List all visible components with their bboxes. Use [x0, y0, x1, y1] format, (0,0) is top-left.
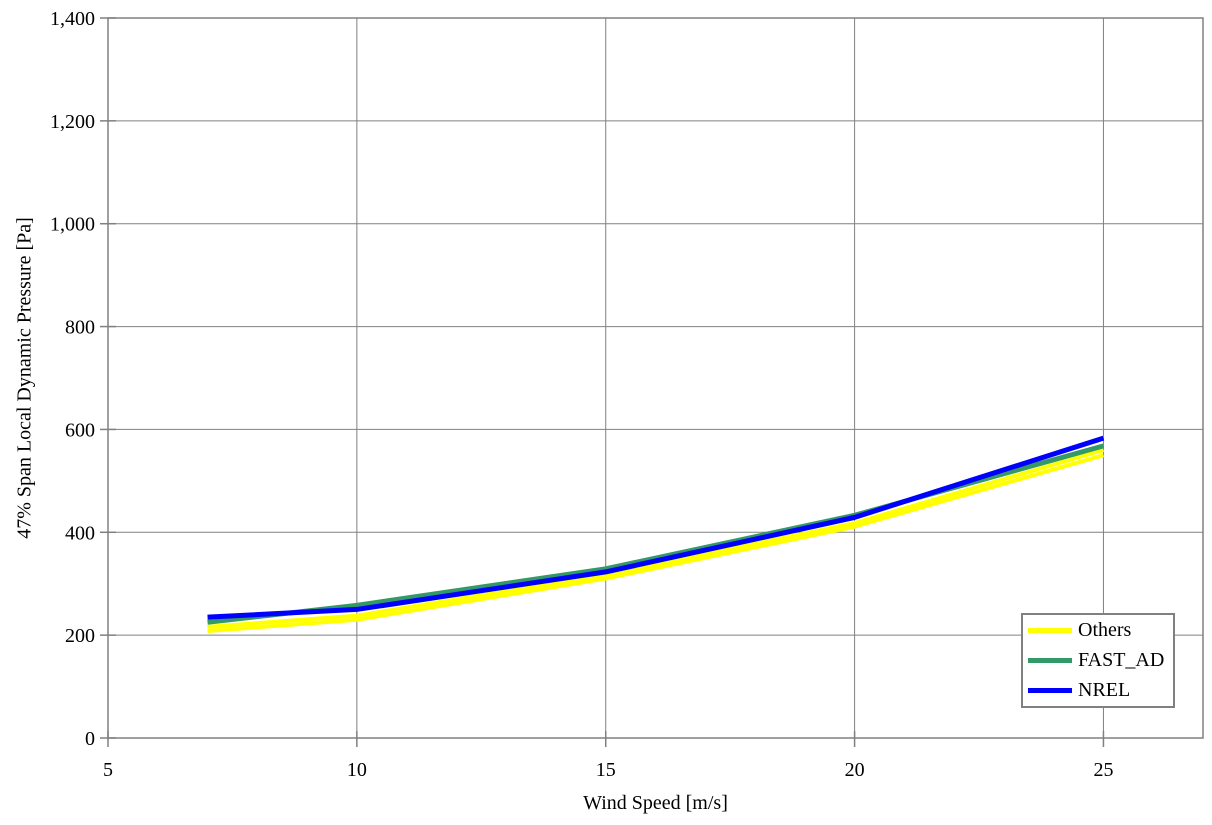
y-tick-label: 600 [65, 419, 95, 441]
y-tick-label: 1,000 [50, 214, 95, 236]
legend-item: NREL [1023, 676, 1173, 706]
legend-item: FAST_AD [1023, 646, 1173, 676]
y-tick-label: 400 [65, 522, 95, 544]
legend-label: Others [1078, 618, 1132, 641]
x-tick-label: 25 [1093, 759, 1113, 781]
x-tick-label: 15 [596, 759, 616, 781]
x-tick-label: 10 [347, 759, 367, 781]
x-axis-title: Wind Speed [m/s] [583, 792, 728, 814]
legend-swatch [1028, 627, 1072, 633]
legend-swatch [1028, 658, 1072, 663]
series-fast_ad [207, 443, 1105, 625]
y-tick-label: 1,400 [50, 8, 95, 30]
series-others [207, 448, 1105, 629]
y-tick-label: 0 [85, 728, 95, 750]
legend: Others FAST_AD NREL [1021, 613, 1175, 708]
y-axis-title: 47% Span Local Dynamic Pressure [Pa] [13, 217, 36, 539]
y-tick-label: 200 [65, 625, 95, 647]
legend-label: FAST_AD [1078, 649, 1165, 671]
legend-swatch [1028, 688, 1072, 694]
series-nrel [207, 435, 1105, 620]
x-tick-label: 20 [845, 759, 865, 781]
legend-item: Others [1023, 615, 1173, 645]
y-tick-label: 1,200 [50, 111, 95, 133]
y-tick-label: 800 [65, 317, 95, 339]
series-others [207, 453, 1105, 634]
legend-label: NREL [1078, 679, 1131, 702]
plot-border [107, 17, 1204, 739]
x-tick-label: 5 [103, 759, 113, 781]
